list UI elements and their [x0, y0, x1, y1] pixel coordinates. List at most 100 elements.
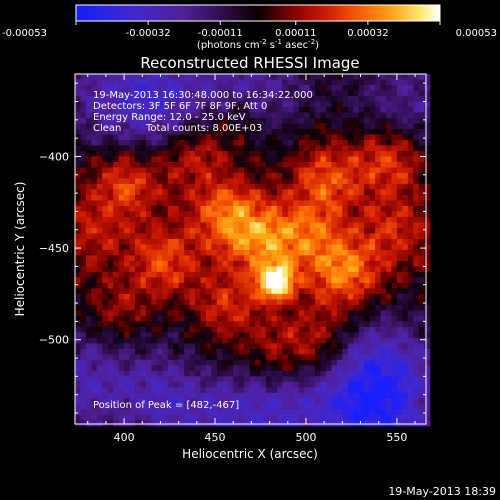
- heatmap-cell: [102, 403, 109, 410]
- heatmap-cell: [282, 106, 289, 114]
- heatmap-cell: [380, 398, 387, 405]
- heatmap-cell: [178, 315, 185, 322]
- heatmap-cell: [358, 365, 365, 372]
- heatmap-cell: [162, 134, 169, 141]
- heatmap-cell: [358, 354, 365, 361]
- heatmap-cell: [391, 74, 398, 81]
- heatmap-cell: [178, 414, 185, 421]
- heatmap-cell: [222, 172, 229, 180]
- heatmap-cell: [260, 227, 267, 235]
- heatmap-cell: [162, 370, 169, 377]
- heatmap-cell: [315, 387, 322, 394]
- heatmap-cell: [342, 216, 349, 224]
- heatmap-cell: [413, 79, 420, 86]
- heatmap-cell: [375, 161, 382, 169]
- heatmap-cell: [238, 255, 245, 262]
- heatmap-cell: [402, 420, 409, 427]
- heatmap-cell: [107, 123, 114, 130]
- heatmap-cell: [113, 117, 120, 125]
- heatmap-cell: [75, 216, 82, 224]
- heatmap-cell: [75, 101, 82, 108]
- heatmap-cell: [205, 145, 212, 152]
- heatmap-cell: [342, 167, 349, 174]
- heatmap-cell: [407, 376, 414, 383]
- heatmap-cell: [424, 112, 431, 119]
- heatmap-cell: [396, 420, 403, 427]
- heatmap-cell: [364, 315, 371, 322]
- heatmap-cell: [331, 277, 338, 284]
- heatmap-cell: [238, 282, 245, 289]
- heatmap-cell: [396, 299, 403, 306]
- heatmap-cell: [200, 249, 207, 257]
- heatmap-cell: [75, 326, 82, 333]
- heatmap-cell: [287, 359, 294, 366]
- heatmap-cell: [85, 299, 92, 306]
- heatmap-cell: [336, 200, 343, 207]
- heatmap-cell: [124, 194, 131, 202]
- heatmap-cell: [375, 277, 382, 284]
- heatmap-cell: [353, 414, 360, 421]
- heatmap-cell: [145, 101, 152, 108]
- heatmap-cell: [331, 79, 338, 86]
- heatmap-cell: [298, 354, 305, 361]
- heatmap-cell: [227, 354, 234, 361]
- heatmap-cell: [298, 359, 305, 366]
- heatmap-cell: [75, 84, 82, 92]
- heatmap-cell: [178, 398, 185, 405]
- heatmap-cell: [222, 183, 229, 191]
- heatmap-cell: [96, 216, 103, 224]
- heatmap-cell: [244, 398, 251, 405]
- heatmap-cell: [195, 249, 202, 257]
- heatmap-cell: [80, 172, 87, 180]
- heatmap-cell: [244, 222, 251, 229]
- heatmap-cell: [407, 414, 414, 421]
- heatmap-cell: [375, 359, 382, 366]
- heatmap-cell: [216, 365, 223, 372]
- heatmap-cell: [118, 74, 125, 81]
- heatmap-cell: [211, 249, 218, 257]
- heatmap-cell: [211, 134, 218, 141]
- heatmap-cell: [424, 161, 431, 169]
- heatmap-cell: [347, 343, 354, 350]
- heatmap-cell: [151, 260, 158, 268]
- heatmap-cell: [364, 233, 371, 240]
- heatmap-cell: [244, 106, 251, 114]
- heatmap-cell: [396, 409, 403, 416]
- heatmap-cell: [424, 233, 431, 240]
- heatmap-cell: [418, 255, 425, 262]
- heatmap-cell: [320, 387, 327, 394]
- heatmap-cell: [418, 376, 425, 383]
- heatmap-cell: [118, 414, 125, 421]
- heatmap-cell: [107, 244, 114, 251]
- heatmap-cell: [156, 266, 163, 273]
- heatmap-cell: [124, 134, 131, 141]
- heatmap-cell: [276, 260, 283, 268]
- heatmap-cell: [315, 205, 322, 213]
- heatmap-cell: [129, 145, 136, 152]
- heatmap-cell: [375, 134, 382, 141]
- heatmap-cell: [162, 227, 169, 235]
- heatmap-cell: [347, 304, 354, 311]
- heatmap-cell: [347, 260, 354, 268]
- heatmap-cell: [200, 172, 207, 180]
- heatmap-cell: [107, 381, 114, 388]
- heatmap-cell: [205, 266, 212, 273]
- heatmap-cell: [205, 233, 212, 240]
- heatmap-cell: [91, 315, 98, 322]
- heatmap-cell: [358, 271, 365, 279]
- heatmap-cell: [107, 238, 114, 246]
- heatmap-cell: [222, 156, 229, 163]
- heatmap-cell: [85, 354, 92, 361]
- heatmap-cell: [227, 128, 234, 136]
- heatmap-cell: [265, 255, 273, 262]
- heatmap-cell: [347, 139, 354, 147]
- heatmap-cell: [189, 365, 196, 372]
- heatmap-cell: [402, 167, 409, 174]
- heatmap-cell: [118, 205, 125, 213]
- heatmap-cell: [156, 376, 163, 383]
- heatmap-cell: [85, 183, 92, 191]
- heatmap-cell: [369, 222, 376, 229]
- heatmap-cell: [375, 315, 382, 322]
- heatmap-cell: [407, 260, 414, 268]
- heatmap-cell: [205, 255, 212, 262]
